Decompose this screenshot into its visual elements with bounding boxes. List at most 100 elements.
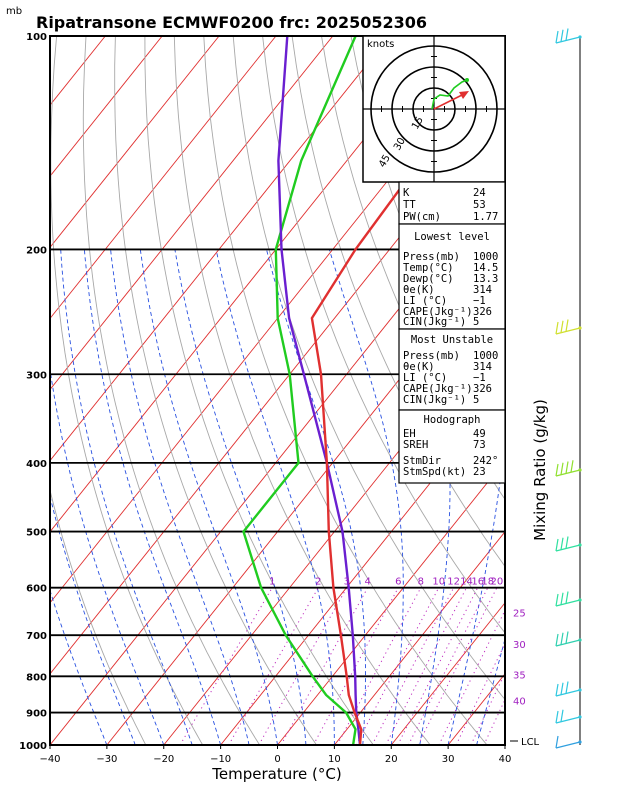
mixing-ratio-line: [371, 587, 455, 745]
profile-lines: [242, 36, 505, 745]
wind-barb-feather: [570, 460, 574, 473]
moist-adiabat-line: [50, 494, 136, 745]
hs-eh-label: EH: [403, 428, 416, 440]
x-tick-label: 10: [328, 754, 341, 765]
mixing-ratio-line: [483, 698, 505, 745]
hs-stmdir-value: 242°: [473, 455, 498, 467]
moist-adiabat-line: [139, 249, 278, 745]
hs-sreh-label: SREH: [403, 439, 428, 451]
wind-barb-dot: [578, 740, 582, 744]
mixing-ratio-line: [417, 587, 498, 745]
pressure-unit-label: mb: [6, 6, 22, 17]
moist-adiabat-line: [215, 249, 335, 745]
ll-temp-label: Temp(°C): [403, 262, 454, 274]
wind-barb-feather: [555, 30, 559, 44]
storm-motion-arrowhead: [459, 91, 469, 99]
mixing-ratio-label: 16: [471, 577, 484, 588]
wind-barb-feather: [560, 537, 564, 550]
wind-barb-feather: [555, 710, 559, 724]
ll-temp-value: 14.5: [473, 262, 498, 274]
mu-li-value: −1: [473, 372, 486, 384]
hodograph-stats-box: [398, 409, 506, 484]
pressure-tick-label: 200: [26, 245, 47, 256]
moist-adiabat-line: [174, 249, 307, 745]
mu-cin-value: 5: [473, 394, 479, 406]
mu-press-value: 1000: [473, 350, 498, 362]
ll-cin-label: CIN(Jkg⁻¹): [403, 316, 466, 328]
x-tick-label: −20: [153, 754, 174, 765]
mu-press-label: Press(mb): [403, 350, 460, 362]
mixing-ratio-label: 2: [315, 577, 321, 588]
mixing-ratio-label: 14: [460, 577, 473, 588]
isotherm-line: [50, 36, 277, 320]
wind-barb-shaft: [555, 741, 581, 749]
mu-cin-label: CIN(Jkg⁻¹): [403, 394, 466, 406]
wind-barb-dot: [578, 688, 582, 692]
stat-tt-value: 53: [473, 199, 486, 211]
ll-li-label: LI (°C): [403, 295, 447, 307]
ll-cape-value: 326: [473, 306, 492, 318]
isotherm-line: [334, 530, 505, 745]
mixing-ratio-label: 20: [490, 577, 503, 588]
temperature-profile-line: [310, 39, 505, 745]
ll-press-label: Press(mb): [403, 251, 460, 263]
wind-barb-feather: [565, 591, 569, 604]
chart-title: Ripatransone ECMWF0200 frc: 2025052306: [36, 13, 427, 32]
ll-cin-value: 5: [473, 316, 479, 328]
dry-adiabat-line: [557, 36, 618, 745]
hodograph-trace-end: [465, 78, 469, 82]
wind-barb-feather: [565, 461, 569, 474]
dry-adiabat-line: [50, 488, 147, 745]
x-axis-title: Temperature (°C): [211, 765, 341, 783]
wind-barb-feather: [565, 681, 569, 694]
moist-adiabat-line: [83, 249, 222, 745]
wind-barb-feather: [555, 538, 559, 552]
hodograph-unit-label: knots: [367, 39, 394, 50]
hs-sreh-value: 73: [473, 439, 486, 451]
mixing-ratio-label: 18: [481, 577, 494, 588]
hodograph-stats-title: Hodograph: [424, 414, 481, 426]
dry-adiabat-line: [262, 36, 505, 634]
moist-adiabat-line: [476, 637, 505, 745]
wind-barb-feather: [555, 683, 559, 697]
wind-barb-feather: [560, 29, 564, 42]
dry-adiabat-line: [50, 36, 204, 745]
dry-adiabat-line: [82, 36, 260, 745]
isotherm-line: [50, 175, 505, 745]
pressure-tick-label: 500: [26, 528, 47, 539]
mixing-ratio-line: [336, 587, 422, 745]
wind-barb-feather: [560, 632, 564, 645]
ll-thetae-value: 314: [473, 284, 492, 296]
wind-barb-dot: [578, 468, 582, 472]
mu-li-label: LI (°C): [403, 372, 447, 384]
wind-profile: LCL: [510, 28, 582, 749]
wind-barb-shaft: [555, 469, 581, 477]
isotherm-line: [106, 246, 505, 745]
x-tick-label: −40: [39, 754, 60, 765]
x-tick-label: 40: [499, 754, 512, 765]
wind-barb-shaft: [555, 599, 581, 607]
ll-press-value: 1000: [473, 251, 498, 263]
x-tick-label: 30: [442, 754, 455, 765]
mixing-ratio-label: 10: [432, 577, 445, 588]
wind-barb-feather: [565, 28, 569, 41]
dry-adiabat-line: [144, 36, 374, 745]
stat-k-label: K: [403, 187, 410, 199]
wind-barb-feather: [555, 633, 559, 647]
mixing-ratio-line: [280, 587, 369, 745]
pressure-tick-label: 1000: [19, 741, 47, 752]
mixing-ratio-label: 8: [418, 577, 424, 588]
most-unstable-title: Most Unstable: [411, 334, 493, 346]
moist-adiabat-line: [50, 366, 165, 745]
ll-li-value: −1: [473, 295, 486, 307]
mixing-ratio-line: [397, 587, 479, 745]
hodograph-inset: knots 15 30 45: [362, 35, 506, 183]
isotherm-line: [50, 36, 447, 533]
isotherm-line: [50, 36, 106, 106]
stat-pw-label: PW(cm): [403, 211, 441, 223]
wind-barb-feather: [560, 709, 564, 722]
mu-cape-value: 326: [473, 383, 492, 395]
mixing-ratio-line: [258, 587, 348, 745]
ll-cape-label: CAPE(Jkg⁻¹): [403, 306, 473, 318]
